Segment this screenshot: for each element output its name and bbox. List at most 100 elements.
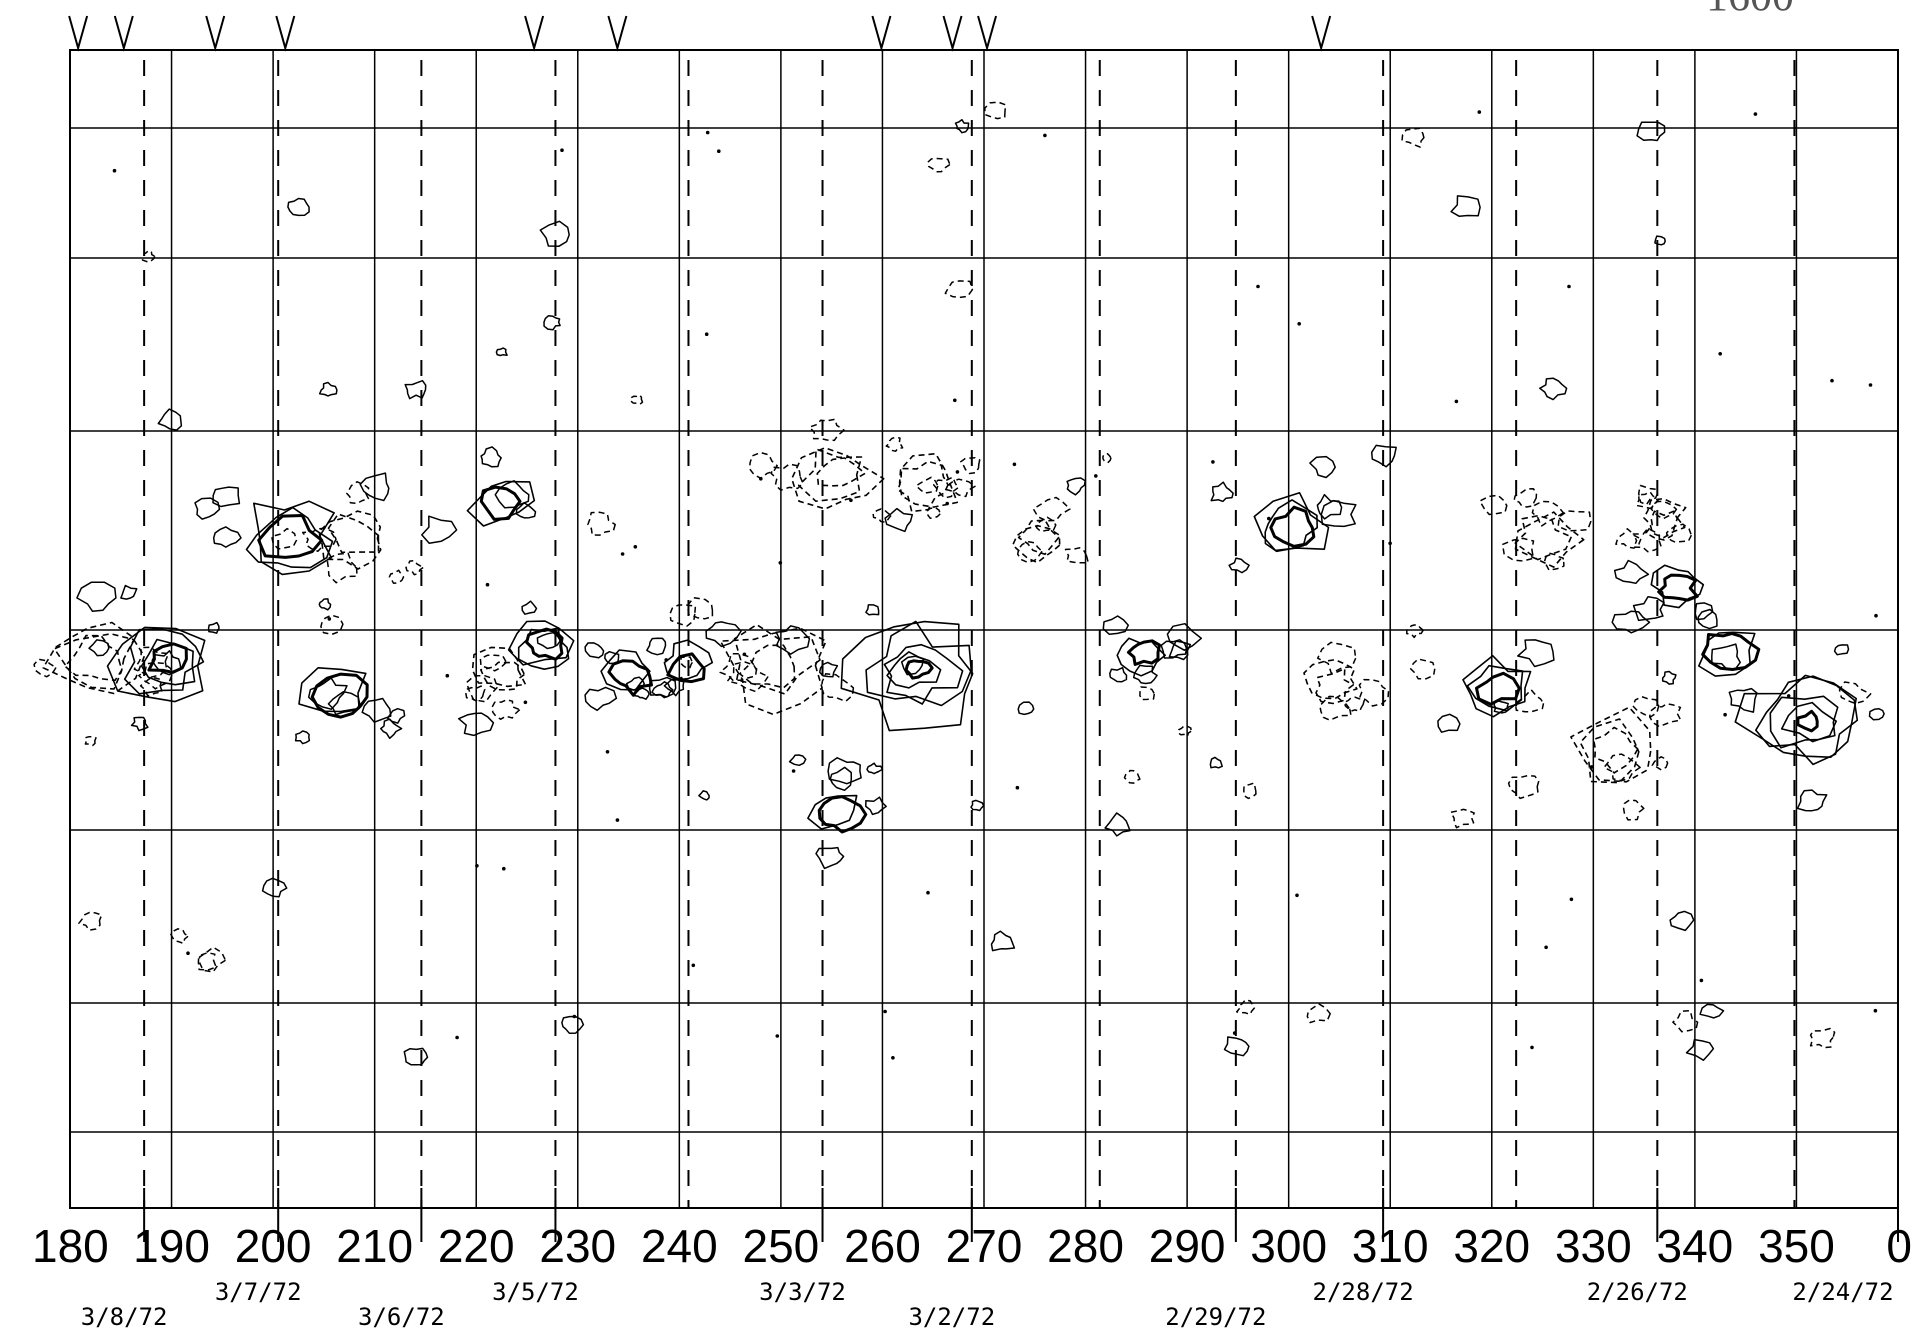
negative-contour [405,559,424,576]
positive-contour [359,472,390,502]
small-contour [320,614,344,636]
contour-dot [717,149,721,153]
small-contour [1306,1003,1331,1024]
small-contour [1177,725,1192,738]
positive-contour [194,497,221,520]
positive-contour [705,621,742,648]
date-axis: 3/8/72 3/7/72 3/6/72 3/5/72 3/3/72 3/2/72 2/29… [81,1188,1899,1331]
positive-contour [298,667,367,713]
positive-contour [1755,675,1859,766]
small-contour [1654,235,1666,246]
small-contour [561,1015,585,1034]
negative-contour [872,508,892,524]
small-contour [1316,493,1343,520]
contour-dot [778,561,783,565]
contour-dot [327,617,332,621]
contour-dot [664,658,668,662]
negative-contour [1645,510,1678,541]
small-contour [287,197,310,217]
negative-contour [1651,756,1669,771]
top-marker [977,15,998,52]
contour-dot [445,673,450,678]
negative-contour [491,699,521,720]
positive-contour [1734,674,1857,758]
contour-dot [475,864,479,868]
positive-contour [1796,789,1828,812]
x-tick-label: 270 [946,1220,1023,1272]
negative-contour [327,513,380,554]
positive-contour [1632,595,1665,622]
positive-contour [1109,666,1128,683]
negative-contour [1303,658,1358,700]
positive-contour [1611,610,1651,634]
x-tick-label: 260 [844,1220,921,1272]
top-marker [205,15,226,52]
contour-dot [112,168,117,173]
small-contour [170,928,189,945]
negative-contour [1650,500,1678,520]
positive-contour [521,600,538,615]
small-contour [1699,1003,1725,1019]
positive-contour [123,628,205,695]
positive-contour [651,681,674,699]
negative-contour [1316,641,1357,675]
negative-contour [1315,667,1355,705]
positive-contour [1253,492,1330,552]
date-label: 2/26/72 [1587,1278,1688,1306]
grid [70,50,1898,1208]
negative-contour [1579,718,1640,784]
top-marker [942,15,963,52]
small-contour [1104,812,1131,837]
positive-contour [212,526,242,548]
contour-dot [1232,1031,1237,1035]
negative-contour [64,634,123,682]
small-contour [157,408,183,431]
contour-dot [759,477,763,481]
x-tick-label: 290 [1149,1220,1226,1272]
positive-contour [479,485,522,521]
positive-contour [604,650,620,665]
small-contour [944,280,974,299]
small-contour [884,507,914,533]
x-axis: 180 190 200 210 220 230 240 250 260 270 280 290 300 3… [32,1220,1912,1272]
negative-contour [1011,524,1061,564]
small-contour [1243,782,1257,800]
small-contour [1838,681,1872,705]
contour-dot [953,398,957,403]
positive-contour [130,716,149,732]
small-contour [1209,756,1223,769]
contour-dot [742,652,747,657]
positive-contour [1475,671,1521,706]
negative-contour [739,644,796,689]
negative-contour [1622,799,1645,821]
positive-contour [584,686,618,712]
date-label: 2/28/72 [1313,1278,1414,1306]
negative-contour [959,456,981,475]
negative-contour [138,661,173,690]
positive-contour [788,754,807,767]
small-contour [927,157,951,173]
contour-dot [945,501,949,506]
positive-contour [257,514,324,559]
positive-contour [361,697,392,723]
contour-dot [705,130,710,135]
small-contour [815,846,845,870]
contour-dot [1699,978,1704,983]
negative-contour [748,451,778,480]
positive-contour [1228,557,1250,574]
contour-dot [186,951,190,955]
positive-contour [245,506,334,569]
contour-dot [1589,765,1594,769]
positive-contour [1320,499,1357,528]
contour-dot [523,700,528,705]
negative-contour [465,685,486,702]
x-tick-label: 250 [743,1220,820,1272]
positive-contour [1701,632,1761,671]
positive-contour [1466,664,1524,712]
positive-contour [1517,639,1555,668]
contour-dot [1567,284,1571,289]
positive-contour [633,687,650,700]
contour-dot [1043,133,1047,138]
positive-contour [1711,643,1741,671]
positive-contour [318,598,332,611]
